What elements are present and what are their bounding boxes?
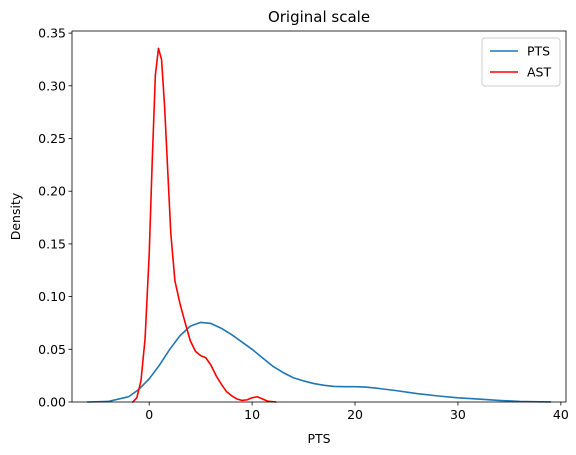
legend-box bbox=[481, 37, 561, 87]
legend-label-pts: PTS bbox=[527, 44, 550, 59]
y-tick-label: 0.30 bbox=[38, 78, 66, 93]
y-tick-label: 0.25 bbox=[38, 131, 66, 146]
series-layer bbox=[86, 47, 552, 403]
axes-frame bbox=[71, 30, 567, 403]
y-tick-label: 0.20 bbox=[38, 184, 66, 199]
y-tick-label: 0.00 bbox=[38, 395, 66, 410]
y-tick-label: 0.10 bbox=[38, 289, 66, 304]
x-axis-label: PTS bbox=[307, 431, 330, 446]
y-tick-label: 0.35 bbox=[38, 26, 66, 41]
legend: PTS AST bbox=[481, 37, 561, 87]
series-line-ast bbox=[131, 47, 277, 403]
x-tick-label: 40 bbox=[553, 407, 569, 422]
y-tick-label: 0.15 bbox=[38, 236, 66, 251]
x-tick-label: 10 bbox=[244, 407, 260, 422]
x-tick-label: 30 bbox=[450, 407, 466, 422]
axes-layer: 0 10 20 30 40 0.00 0.05 0.10 0.15 0.20 0.25 0.30 0.3… bbox=[38, 26, 569, 422]
chart-title: Original scale bbox=[268, 8, 370, 26]
legend-label-ast: AST bbox=[527, 65, 551, 80]
y-tick-label: 0.05 bbox=[38, 342, 66, 357]
x-tick-label: 0 bbox=[145, 407, 153, 422]
y-axis-label: Density bbox=[8, 192, 23, 240]
series-line-pts bbox=[86, 321, 552, 403]
x-tick-label: 20 bbox=[347, 407, 363, 422]
